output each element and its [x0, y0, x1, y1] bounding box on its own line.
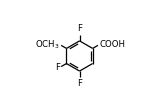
Text: F: F	[55, 63, 60, 72]
Text: COOH: COOH	[99, 40, 125, 49]
Text: F: F	[77, 79, 82, 88]
Text: OCH$_3$: OCH$_3$	[35, 38, 60, 51]
Text: F: F	[77, 24, 82, 33]
